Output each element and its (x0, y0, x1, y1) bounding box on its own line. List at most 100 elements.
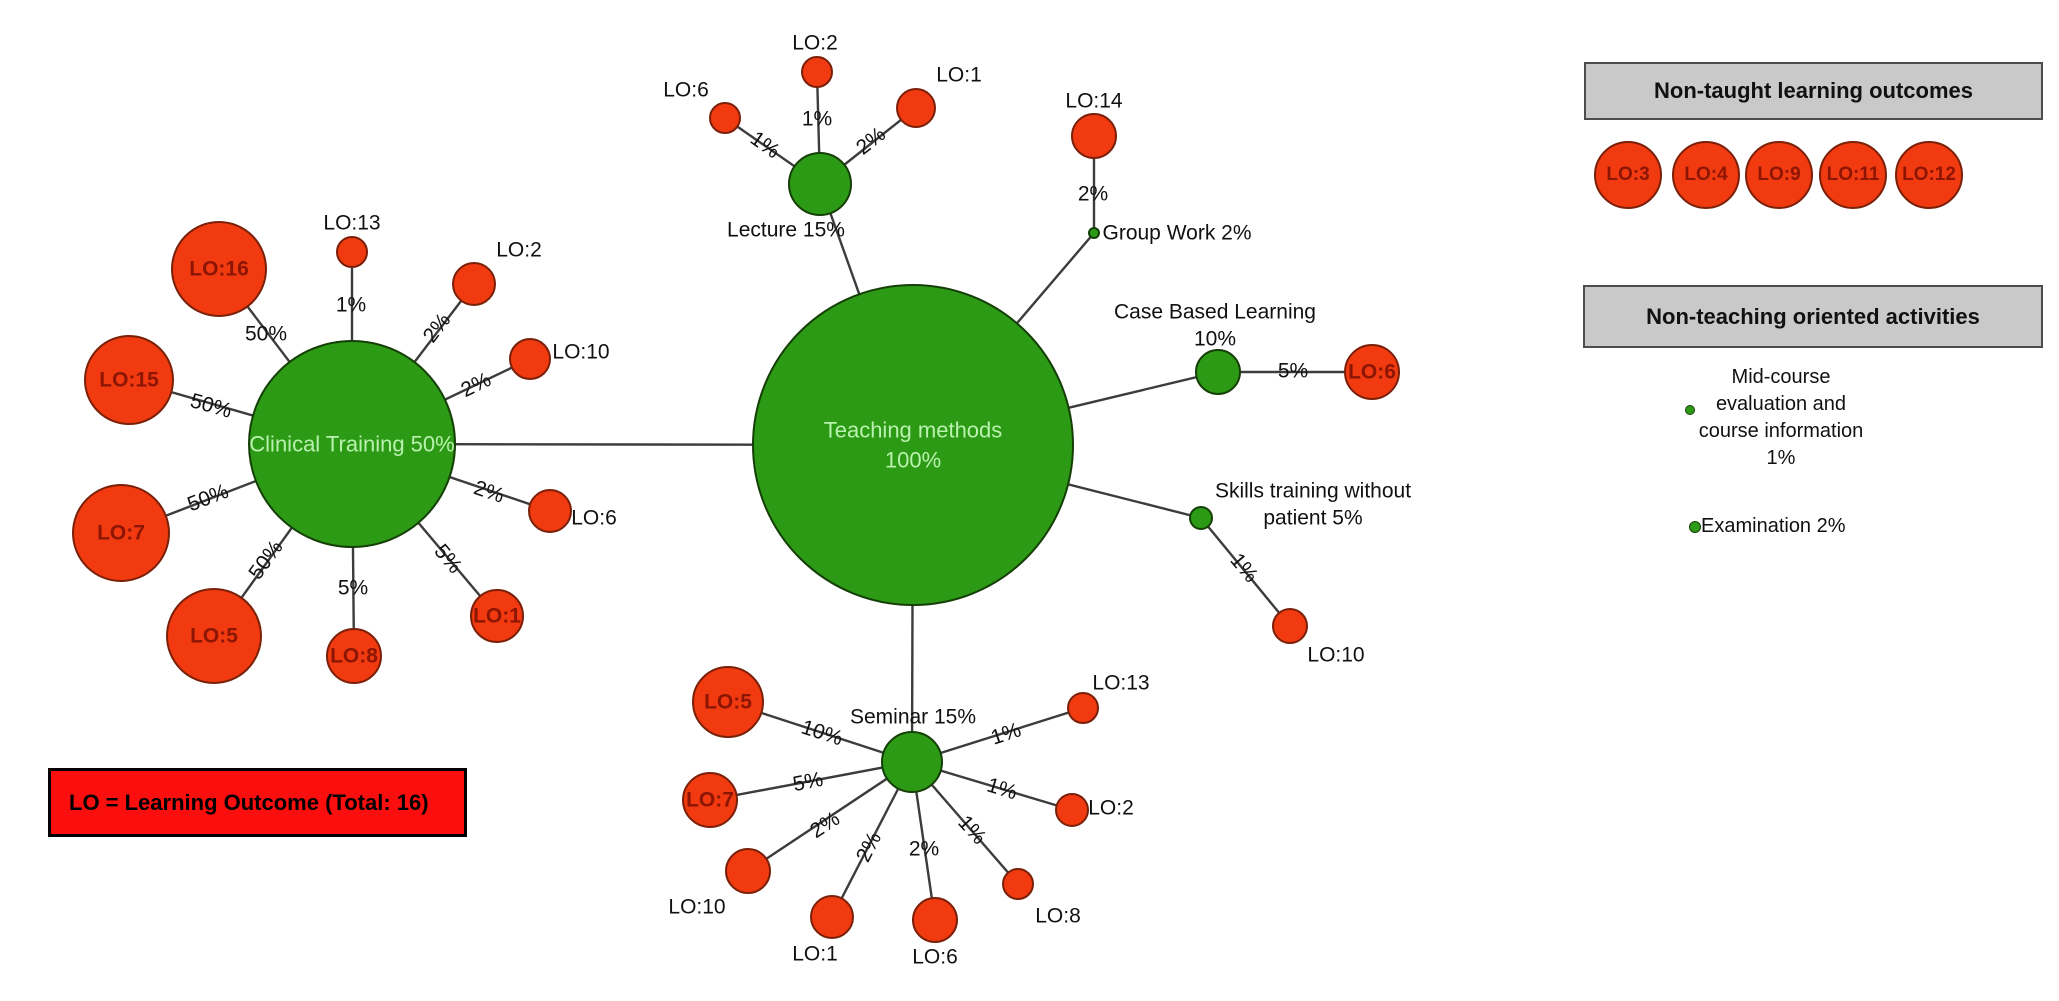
lo-node-lo-13 (1067, 692, 1099, 724)
lo-node-lo-1 (896, 88, 936, 128)
lo-node-label: LO:2 (792, 32, 838, 55)
lo-node-lo-2 (1055, 793, 1089, 827)
method-node-case-based-learning (1195, 349, 1241, 395)
non-taught-circle-lo-11: LO:11 (1819, 141, 1887, 209)
midcourse-line-4: 1% (1766, 447, 1796, 469)
lo-node-lo-15 (84, 335, 174, 425)
lo-node-lo-6 (709, 102, 741, 134)
method-node-label: 100% (885, 448, 941, 473)
edge-percent-label: 1% (988, 718, 1024, 749)
lo-node-label: LO:1 (792, 943, 838, 966)
lo-node-label: LO:13 (1092, 672, 1149, 695)
method-node-lecture (788, 152, 852, 216)
edge-percent-label: 2% (457, 368, 494, 402)
lo-node-lo-14 (1071, 113, 1117, 159)
lo-node-lo-16 (171, 221, 267, 317)
edge-percent-label: 2% (909, 838, 939, 861)
edge-percent-label: 5% (1278, 360, 1308, 383)
midcourse-line-2: evaluation and (1715, 393, 1847, 415)
lo-node-label: LO:1 (936, 64, 982, 87)
edge (1200, 517, 1291, 627)
lo-node-label: LO:14 (1065, 90, 1123, 113)
lo-node-lo-1 (810, 895, 854, 939)
lo-node-label: LO:2 (1088, 797, 1134, 820)
lo-node-lo-2 (452, 262, 496, 306)
examination-dot (1689, 521, 1701, 533)
edge-percent-label: 50% (245, 323, 287, 346)
method-node-label: Lecture 15% (727, 219, 845, 242)
lo-node-lo-13 (336, 236, 368, 268)
method-node-group-work (1088, 227, 1100, 239)
lo-node-label: LO:5 (704, 691, 752, 714)
edge-percent-label: 5% (791, 768, 825, 796)
lo-node-label: LO:2 (496, 239, 542, 262)
lo-node-label: LO:5 (190, 625, 238, 648)
lo-node-lo-2 (801, 56, 833, 88)
non-taught-circle-lo-12: LO:12 (1895, 141, 1963, 209)
method-node-label: 10% (1194, 328, 1236, 351)
lo-node-label: LO:7 (686, 789, 734, 812)
lo-node-label: LO:8 (330, 645, 378, 668)
lo-node-lo-6 (528, 489, 572, 533)
lo-node-label: LO:10 (552, 341, 609, 364)
edge-percent-label: 1% (336, 294, 366, 317)
non-taught-circle-lo-9: LO:9 (1745, 141, 1813, 209)
method-node-label: Clinical Training 50% (249, 432, 454, 457)
lo-node-lo-7 (72, 484, 170, 582)
non-taught-circle-lo-3: LO:3 (1594, 141, 1662, 209)
lo-node-lo-10 (1272, 608, 1308, 644)
edge-percent-label: 50% (184, 480, 231, 517)
lo-node-lo-6 (912, 897, 958, 943)
midcourse-line-3: course information (1698, 420, 1864, 442)
method-node-skills-training-without-patient (1189, 506, 1213, 530)
lo-node-label: LO:8 (1035, 905, 1081, 928)
edge (747, 761, 913, 872)
edge (709, 760, 913, 802)
lo-node-lo-7 (682, 772, 738, 828)
non-teaching-panel-header: Non-teaching oriented activities (1583, 285, 2043, 348)
lo-node-label: LO:10 (668, 896, 725, 919)
edge-percent-label: 50% (188, 389, 235, 423)
lo-node-label: LO:6 (663, 79, 709, 102)
lo-node-lo-8 (326, 628, 382, 684)
edge-percent-label: 5% (338, 577, 368, 600)
lo-node-label: LO:7 (97, 522, 145, 545)
lo-node-label: LO:16 (189, 258, 249, 281)
non-taught-circle-lo-4: LO:4 (1672, 141, 1740, 209)
midcourse-line-1: Mid-course (1731, 366, 1831, 388)
edge-percent-label: 2% (471, 476, 507, 508)
edge-percent-label: 2% (806, 807, 844, 843)
method-node-label: Group Work 2% (1103, 222, 1252, 245)
midcourse-dot (1685, 405, 1695, 415)
edge-percent-label: 1% (802, 108, 832, 131)
edge-percent-label: 2% (852, 828, 886, 865)
method-node-label: patient 5% (1263, 507, 1362, 530)
lo-node-label: LO:10 (1307, 644, 1364, 667)
edge-percent-label: 1% (746, 127, 784, 163)
lo-node-label: LO:13 (323, 212, 380, 235)
lo-node-label: LO:1 (473, 605, 521, 628)
lo-node-lo-10 (725, 848, 771, 894)
edge-percent-label: 1% (984, 774, 1020, 805)
midcourse-evaluation-note: Mid-course evaluation and course informa… (1631, 364, 1931, 472)
method-node-seminar (881, 731, 943, 793)
examination-note: Examination 2% (1701, 515, 1846, 537)
lo-node-label: LO:6 (1348, 361, 1396, 384)
lo-node-label: LO:6 (571, 507, 617, 530)
method-node-label: Case Based Learning (1114, 301, 1316, 324)
lo-node-lo-6 (1344, 344, 1400, 400)
method-node-clinical-training (248, 340, 456, 548)
lo-node-lo-8 (1002, 868, 1034, 900)
lo-node-lo-5 (166, 588, 262, 684)
lo-node-lo-5 (692, 666, 764, 738)
non-taught-panel-header: Non-taught learning outcomes (1584, 62, 2043, 120)
method-node-teaching-methods (752, 284, 1074, 606)
method-node-label: Teaching methods (824, 418, 1003, 443)
edge-percent-label: 10% (798, 716, 845, 751)
method-node-label: Seminar 15% (850, 706, 976, 729)
lo-node-label: LO:6 (912, 946, 958, 969)
lo-legend-box: LO = Learning Outcome (Total: 16) (48, 768, 467, 837)
method-node-label: Skills training without (1215, 480, 1411, 503)
